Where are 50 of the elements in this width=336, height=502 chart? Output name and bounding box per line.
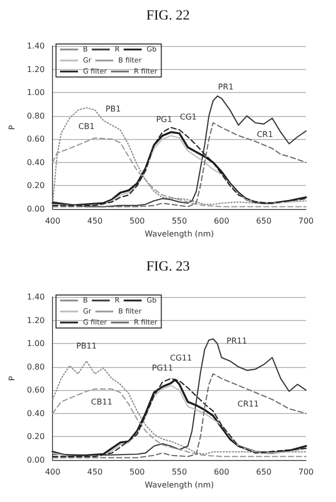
x-tick-label: 500 — [130, 468, 145, 476]
x-tick-label: 600 — [214, 468, 230, 476]
y-tick-label: 1.20 — [26, 64, 45, 74]
x-tick-label: 450 — [87, 468, 103, 476]
y-tick-label: 1.40 — [26, 292, 45, 302]
x-tick-label: 550 — [172, 468, 187, 476]
annotation: CB1 — [78, 122, 95, 131]
y-tick-label: 0.20 — [26, 432, 45, 442]
y-tick-label: 0.80 — [26, 362, 45, 372]
x-tick-label: 400 — [45, 216, 60, 226]
x-tick-label: 400 — [45, 468, 60, 476]
y-axis-title: P — [8, 124, 16, 130]
annotation: PG1 — [156, 114, 172, 124]
annotation: PG11 — [152, 364, 174, 373]
annotation: CR1 — [256, 130, 274, 140]
annotation: CG1 — [180, 112, 197, 122]
y-tick-label: 1.20 — [26, 316, 45, 325]
y-tick-label: 0.40 — [26, 408, 45, 418]
y-tick-label: 0.20 — [26, 181, 45, 190]
x-tick-label: 500 — [130, 216, 145, 226]
annotation: PB1 — [105, 104, 121, 114]
x-axis-title: Wavelength (nm) — [144, 480, 214, 490]
x-tick-label: 450 — [87, 216, 103, 226]
y-tick-label: 0.40 — [26, 158, 45, 167]
x-tick-label: 700 — [298, 468, 314, 476]
y-tick-label: 0.60 — [26, 386, 45, 395]
y-tick-label: 1.00 — [26, 339, 45, 348]
y-axis-title: P — [8, 376, 16, 381]
annotation: PR1 — [218, 82, 234, 92]
line-series — [52, 360, 307, 455]
annotation: PB11 — [76, 342, 97, 351]
chart-title: FIG. 23 — [146, 260, 190, 274]
annotation: CR11 — [237, 400, 259, 409]
y-tick-label: 1.40 — [26, 42, 45, 50]
y-tick-label: 0.00 — [26, 204, 45, 214]
y-tick-label: 0.60 — [26, 134, 45, 144]
y-tick-label: 1.00 — [26, 88, 45, 98]
x-tick-label: 700 — [298, 216, 314, 226]
x-tick-label: 550 — [172, 216, 187, 226]
x-tick-label: 600 — [214, 216, 230, 226]
x-tick-label: 650 — [256, 468, 272, 476]
annotation: PR11 — [226, 336, 248, 346]
line-series — [52, 338, 307, 456]
x-tick-label: 650 — [256, 216, 272, 226]
y-tick-label: 0.80 — [26, 111, 45, 120]
annotation: CG11 — [170, 353, 192, 362]
annotation: CB11 — [91, 397, 112, 406]
x-axis-title: Wavelength (nm) — [144, 229, 214, 238]
y-tick-label: 0.00 — [26, 456, 45, 464]
chart-title: FIG. 22 — [146, 8, 190, 24]
